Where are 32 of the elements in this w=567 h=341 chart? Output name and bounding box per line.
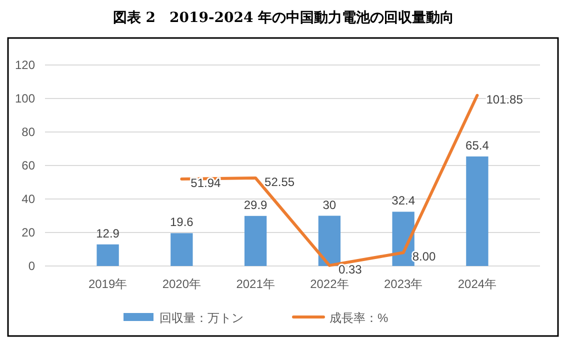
bar [392, 212, 414, 266]
data-label: 65.4 [466, 138, 490, 152]
data-label: 19.6 [170, 215, 194, 230]
legend-label: 回収量：万トン [160, 311, 244, 325]
y-tick-label: 120 [14, 58, 36, 72]
bar [318, 216, 341, 266]
data-label: 52.55 [264, 174, 295, 189]
x-tick-label: 2019年 [88, 277, 128, 291]
bar [244, 216, 267, 266]
y-tick-label: 100 [14, 92, 36, 106]
y-tick-label: 60 [22, 158, 36, 172]
legend-label: 成長率：% [330, 311, 388, 325]
x-tick-label: 2021年 [236, 277, 275, 291]
data-label: 0.33 [338, 262, 362, 276]
x-tick-label: 2024年 [458, 277, 497, 291]
data-label: 32.4 [392, 194, 416, 208]
data-label: 12.9 [96, 226, 120, 240]
bar [96, 244, 119, 266]
y-tick-label: 0 [28, 259, 36, 273]
data-label: 51.94 [190, 176, 222, 190]
x-tick-label: 2022年 [310, 277, 349, 291]
bar [170, 233, 193, 266]
x-tick-label: 2020年 [162, 277, 202, 291]
data-label: 29.9 [244, 198, 268, 212]
data-label: 30 [322, 198, 336, 212]
chart-title: 図表 2 2019-2024 年の中国動力電池の回収量動向 [112, 10, 454, 26]
y-tick-label: 80 [22, 125, 36, 139]
bar [466, 156, 488, 266]
x-tick-label: 2023年 [384, 277, 423, 291]
y-tick-label: 40 [22, 192, 36, 206]
y-tick-label: 20 [22, 226, 36, 240]
data-label: 101.85 [486, 92, 524, 106]
